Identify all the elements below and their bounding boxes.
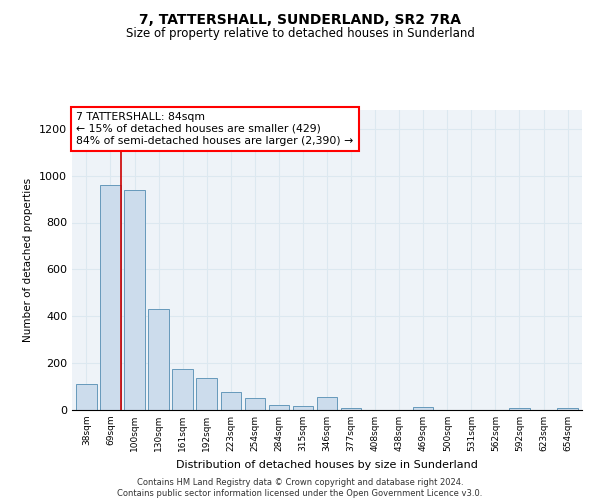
Bar bbox=[148, 309, 169, 410]
Text: 7, TATTERSHALL, SUNDERLAND, SR2 7RA: 7, TATTERSHALL, SUNDERLAND, SR2 7RA bbox=[139, 12, 461, 26]
Bar bbox=[76, 384, 97, 410]
Text: Size of property relative to detached houses in Sunderland: Size of property relative to detached ho… bbox=[125, 28, 475, 40]
Y-axis label: Number of detached properties: Number of detached properties bbox=[23, 178, 34, 342]
Bar bbox=[413, 406, 433, 410]
Text: Contains HM Land Registry data © Crown copyright and database right 2024.
Contai: Contains HM Land Registry data © Crown c… bbox=[118, 478, 482, 498]
Bar bbox=[269, 406, 289, 410]
X-axis label: Distribution of detached houses by size in Sunderland: Distribution of detached houses by size … bbox=[176, 460, 478, 469]
Bar bbox=[221, 392, 241, 410]
Bar bbox=[557, 408, 578, 410]
Bar bbox=[124, 190, 145, 410]
Bar bbox=[172, 369, 193, 410]
Bar bbox=[100, 185, 121, 410]
Bar bbox=[293, 406, 313, 410]
Bar bbox=[196, 378, 217, 410]
Bar bbox=[317, 397, 337, 410]
Text: 7 TATTERSHALL: 84sqm
← 15% of detached houses are smaller (429)
84% of semi-deta: 7 TATTERSHALL: 84sqm ← 15% of detached h… bbox=[76, 112, 353, 146]
Bar bbox=[509, 408, 530, 410]
Bar bbox=[245, 398, 265, 410]
Bar bbox=[341, 408, 361, 410]
